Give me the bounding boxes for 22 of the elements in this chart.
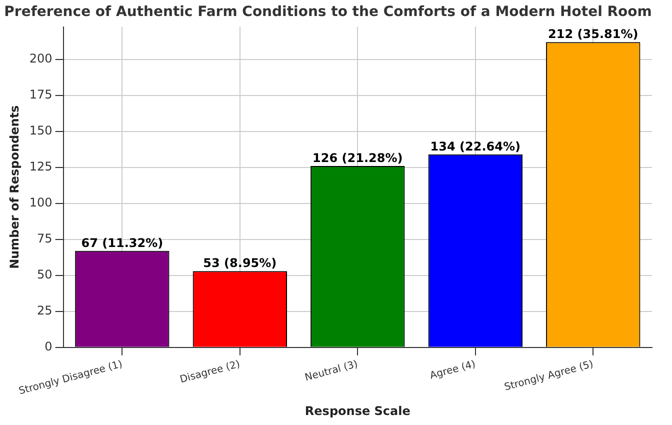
x-tick-label: Disagree (2): [178, 358, 242, 386]
y-tick-label: 25: [37, 304, 52, 318]
data-label: 67 (11.32%): [81, 236, 164, 250]
y-tick-label: 50: [37, 268, 52, 282]
data-label: 212 (35.81%): [548, 27, 638, 42]
data-label: 134 (22.64%): [430, 140, 520, 154]
x-tick-label: Neutral (3): [304, 358, 360, 384]
y-tick-label: 150: [29, 124, 52, 138]
x-tick-label: Strongly Disagree (1): [18, 358, 124, 398]
y-tick-label: 100: [29, 196, 52, 210]
x-axis-title: Response Scale: [304, 404, 410, 418]
y-tick-label: 75: [37, 232, 52, 246]
data-label: 126 (21.28%): [312, 151, 403, 166]
y-axis-title: Number of Respondents: [7, 105, 22, 269]
y-tick-label: 125: [29, 160, 52, 174]
y-tick-label: 200: [29, 51, 52, 66]
chart-title: Preference of Authentic Farm Conditions to the Comforts of a Modern Hotel Room: [4, 4, 652, 20]
x-tick-label: Agree (4): [428, 358, 477, 382]
y-tick-label: 175: [29, 87, 52, 102]
x-tick-label: Strongly Agree (5): [503, 358, 595, 394]
y-tick-label: 0: [44, 340, 52, 354]
data-label: 53 (8.95%): [203, 256, 277, 270]
